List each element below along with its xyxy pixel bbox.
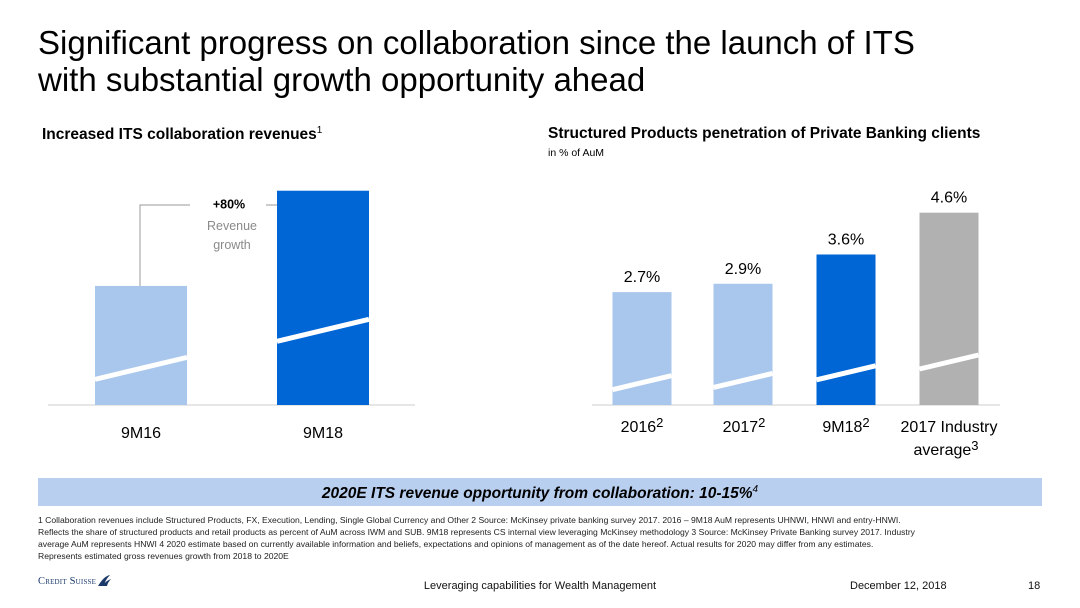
left-chart-title: Increased ITS collaboration revenues1 — [42, 125, 322, 144]
growth-bracket-line — [139, 204, 190, 300]
right-category-label: 9M182 — [822, 415, 869, 436]
right-bar-3 — [816, 254, 876, 405]
right-bar-4 — [919, 212, 979, 405]
title-line-2: with substantial growth opportunity ahea… — [38, 61, 646, 98]
growth-caption-line-2: growth — [213, 238, 251, 252]
banner-text: 2020E ITS revenue opportunity from colla… — [321, 485, 753, 503]
title-line-1: Significant progress on collaboration si… — [38, 24, 915, 61]
footnote-line-2: Reflects the share of structured product… — [38, 527, 915, 537]
bar-break-mark — [276, 316, 370, 344]
footnote-line-1: 1 Collaboration revenues include Structu… — [38, 515, 901, 525]
right-chart-title: Structured Products penetration of Priva… — [548, 125, 981, 142]
page-title: Significant progress on collaboration si… — [38, 24, 1048, 98]
credit-suisse-logo: Credit Suisse — [38, 576, 97, 587]
bar-break-mark — [611, 373, 673, 393]
right-value-label: 2.9% — [725, 261, 761, 278]
right-category-label: 2017 Industry — [901, 419, 998, 436]
right-bar-chart: 2.7% 2.9% 3.6% 4.6% 20162 20172 9M182 2017 Indu… — [592, 190, 1000, 459]
right-chart-subtitle: in % of AuM — [548, 147, 605, 159]
bar-break-mark — [918, 352, 980, 372]
left-chart-title-sup: 1 — [316, 125, 323, 136]
banner-sup: 4 — [752, 484, 759, 495]
growth-label: +80% — [213, 197, 245, 211]
left-chart-title-text: Increased ITS collaboration revenues — [42, 126, 317, 144]
footnotes: 1 Collaboration revenues include Structu… — [38, 514, 1042, 562]
right-category-label: average3 — [913, 438, 978, 459]
banner-text-wrap: 2020E ITS revenue opportunity from colla… — [38, 484, 1042, 503]
left-bar-chart: +80% Revenue growth 9M16 9M18 — [48, 190, 415, 442]
footnote-line-3: average AuM represents HNWI 4 2020 estim… — [38, 539, 874, 549]
opportunity-banner: 2020E ITS revenue opportunity from colla… — [38, 478, 1042, 506]
footer-center-text: Leveraging capabilities for Wealth Manag… — [423, 580, 657, 592]
right-value-label: 3.6% — [828, 231, 864, 248]
left-bar-9m16 — [95, 285, 187, 405]
sails-logo-icon — [98, 575, 111, 586]
footnote-line-4: Represents estimated gross revenues grow… — [38, 551, 289, 561]
bar-break-mark — [712, 371, 774, 390]
left-category-label: 9M16 — [121, 425, 161, 442]
right-value-label: 4.6% — [931, 190, 967, 207]
page-number: 18 — [1028, 580, 1041, 592]
footer-date: December 12, 2018 — [850, 580, 947, 592]
growth-caption-line-1: Revenue — [207, 219, 257, 233]
right-category-label: 20172 — [723, 415, 766, 436]
bar-break-mark — [94, 354, 188, 382]
bar-break-mark — [815, 363, 877, 383]
left-category-label: 9M18 — [303, 425, 343, 442]
right-value-label: 2.7% — [624, 269, 660, 286]
right-category-label: 20162 — [621, 415, 664, 436]
left-bar-9m18 — [277, 190, 369, 405]
